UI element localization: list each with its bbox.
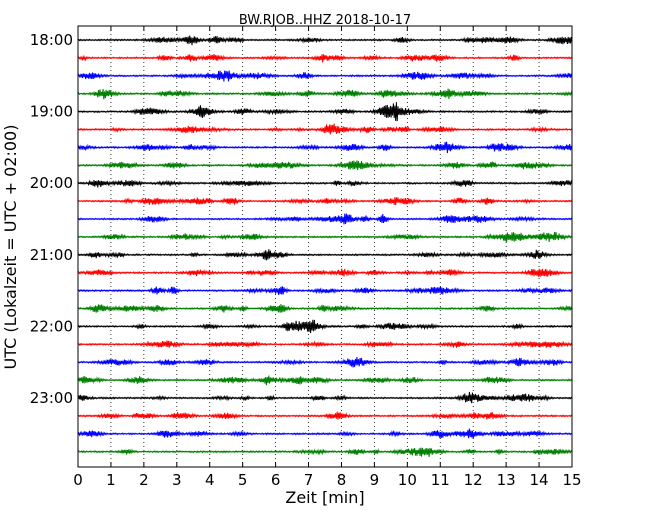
seismogram-trace [77,231,573,242]
y-tick-label: 23:00 [30,389,73,407]
x-tick-label: 9 [370,471,380,489]
seismogram-trace [77,123,573,135]
y-axis-label: UTC (Lokalzeit = UTC + 02:00) [1,125,20,370]
seismogram-trace [77,249,573,261]
x-tick-label: 6 [271,471,281,489]
y-tick-label: 19:00 [30,103,73,121]
seismogram-trace [77,391,573,404]
x-tick-label: 13 [497,471,516,489]
x-tick-label: 5 [238,471,248,489]
x-tick-label: 10 [398,471,417,489]
x-tick-label: 4 [205,471,215,489]
x-tick-label: 8 [337,471,347,489]
x-axis-label: Zeit [min] [285,488,364,507]
y-tick-label: 20:00 [30,174,73,192]
seismogram-trace [77,70,573,82]
seismogram-trace [77,268,573,277]
seismogram-trace [77,102,573,122]
seismogram-traces [77,35,573,457]
seismogram-trace [77,35,573,46]
seismogram-trace [77,304,573,313]
seismogram-trace [77,141,573,154]
x-tick-label: 7 [304,471,314,489]
y-axis-ticks: 18:00 19:00 20:00 21:00 22:00 23:00 [30,31,572,407]
seismogram-trace [77,340,573,349]
x-tick-label: 0 [73,471,83,489]
grid-lines [110,26,540,467]
seismogram-trace [77,447,573,457]
plot-frame [77,25,573,468]
seismogram-trace [77,428,573,439]
seismogram-trace [77,286,573,295]
x-tick-label: 2 [139,471,149,489]
seismogram-trace [77,411,573,420]
seismogram-trace [77,197,573,206]
seismogram-trace [77,179,573,188]
y-tick-label: 21:00 [30,246,73,264]
chart-title: BW.RJOB..HHZ 2018-10-17 [239,13,411,28]
seismogram-trace [77,53,573,63]
x-tick-label: 3 [172,471,182,489]
x-tick-label: 12 [464,471,483,489]
seismogram-trace [77,375,573,386]
x-tick-label: 14 [530,471,549,489]
seismogram-trace [77,319,573,334]
x-tick-label: 15 [562,471,581,489]
seismogram-trace [77,356,573,368]
x-tick-label: 1 [106,471,116,489]
seismogram-trace [77,88,573,100]
y-tick-label: 22:00 [30,317,73,335]
seismogram-trace [77,160,573,171]
seismogram-trace [77,213,573,225]
x-tick-label: 11 [431,471,450,489]
y-tick-label: 18:00 [30,31,73,49]
x-axis-ticks: 0 1 2 3 4 5 6 7 8 9 10 11 12 13 14 15 [73,26,582,489]
